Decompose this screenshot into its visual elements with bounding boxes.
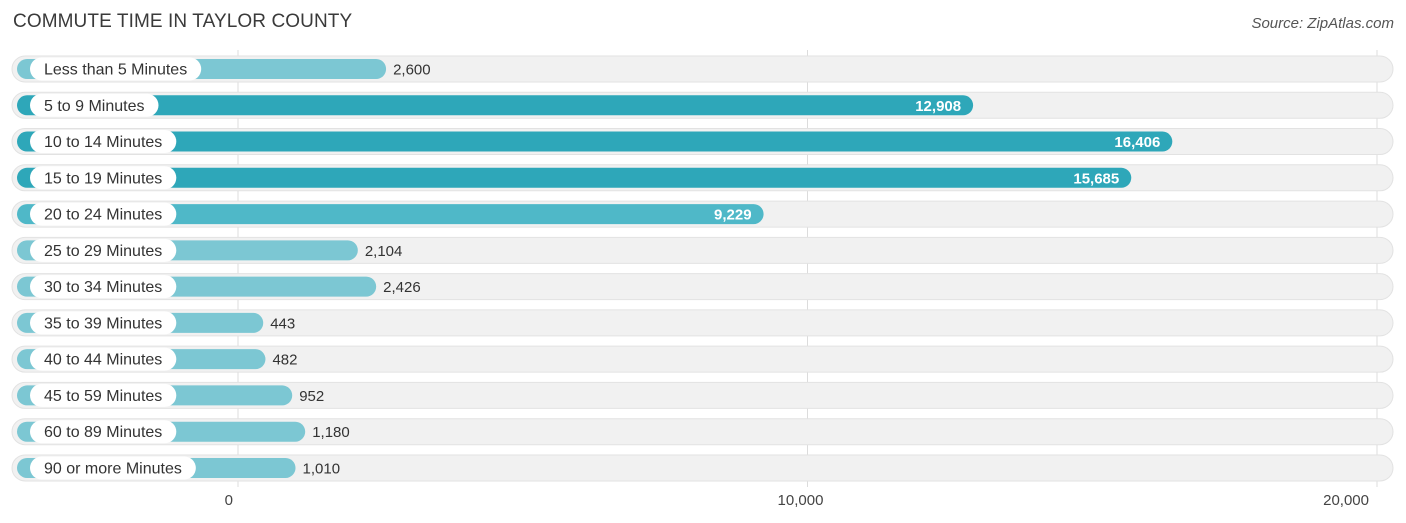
row-background xyxy=(11,418,1394,446)
row-background xyxy=(11,236,1394,264)
bar xyxy=(17,131,1173,152)
category-label: 60 to 89 Minutes xyxy=(44,424,162,441)
category-pill xyxy=(30,311,177,335)
bar-row: 30 to 34 Minutes 2,426 xyxy=(11,273,1394,301)
category-label: 45 to 59 Minutes xyxy=(44,388,162,405)
category-label: 35 to 39 Minutes xyxy=(44,315,162,332)
gridlines xyxy=(237,50,1378,487)
value-label: 2,104 xyxy=(365,243,403,260)
value-label: 1,010 xyxy=(303,460,341,477)
category-label: 10 to 14 Minutes xyxy=(44,134,162,151)
source-note: Source: ZipAtlas.com xyxy=(1251,15,1394,32)
row-background xyxy=(11,345,1394,373)
row-background xyxy=(11,381,1394,409)
category-label: 5 to 9 Minutes xyxy=(44,98,145,115)
category-label: Less than 5 Minutes xyxy=(44,62,187,79)
bar-row: 15 to 19 Minutes 15,685 xyxy=(11,164,1394,192)
value-label: 443 xyxy=(270,315,295,332)
bar-row: 45 to 59 Minutes 952 xyxy=(11,381,1394,409)
bar-row: 5 to 9 Minutes 12,908 xyxy=(11,91,1394,119)
category-label: 30 to 34 Minutes xyxy=(44,279,162,296)
value-label: 1,180 xyxy=(312,424,350,441)
bar xyxy=(17,204,764,225)
x-axis-ticks: 0 10,000 20,000 xyxy=(225,492,1369,509)
value-label: 16,406 xyxy=(1114,134,1160,151)
category-pill xyxy=(30,93,159,117)
bar-row: 60 to 89 Minutes 1,180 xyxy=(11,418,1394,446)
value-label: 9,229 xyxy=(714,207,752,224)
value-label: 2,600 xyxy=(393,62,431,79)
category-pill xyxy=(30,130,177,154)
row-background xyxy=(11,309,1394,337)
bar-row: 90 or more Minutes 1,010 xyxy=(11,454,1394,482)
value-label: 12,908 xyxy=(915,98,961,115)
bar xyxy=(17,167,1132,188)
category-pill xyxy=(30,57,202,81)
category-pill xyxy=(30,202,177,226)
category-pill xyxy=(30,238,177,262)
bar-row: 25 to 29 Minutes 2,104 xyxy=(11,236,1394,264)
x-tick-label: 20,000 xyxy=(1323,492,1369,509)
bar xyxy=(17,95,974,116)
row-background xyxy=(11,454,1394,482)
category-label: 90 or more Minutes xyxy=(44,460,182,477)
value-label: 482 xyxy=(272,352,297,369)
category-pill xyxy=(30,347,177,371)
category-pill xyxy=(30,383,177,407)
category-pill xyxy=(30,275,177,299)
bar-row: 35 to 39 Minutes 443 xyxy=(11,309,1394,337)
value-label: 952 xyxy=(299,388,324,405)
category-label: 15 to 19 Minutes xyxy=(44,170,162,187)
category-label: 40 to 44 Minutes xyxy=(44,352,162,369)
chart-rows: Less than 5 Minutes 2,600 5 to 9 Minutes 12… xyxy=(11,55,1394,482)
category-pill xyxy=(30,166,177,190)
bar-row: 10 to 14 Minutes 16,406 xyxy=(11,128,1394,156)
bar-row: 40 to 44 Minutes 482 xyxy=(11,345,1394,373)
category-pill xyxy=(30,420,177,444)
chart-title: COMMUTE TIME IN TAYLOR COUNTY xyxy=(13,11,353,32)
category-label: 20 to 24 Minutes xyxy=(44,207,162,224)
x-tick-label: 10,000 xyxy=(778,492,824,509)
bar-row: Less than 5 Minutes 2,600 xyxy=(11,55,1394,83)
bar-row: 20 to 24 Minutes 9,229 xyxy=(11,200,1394,228)
value-label: 15,685 xyxy=(1073,170,1119,187)
category-label: 25 to 29 Minutes xyxy=(44,243,162,260)
category-pill xyxy=(30,456,196,480)
x-tick-label: 0 xyxy=(225,492,233,509)
value-label: 2,426 xyxy=(383,279,421,296)
